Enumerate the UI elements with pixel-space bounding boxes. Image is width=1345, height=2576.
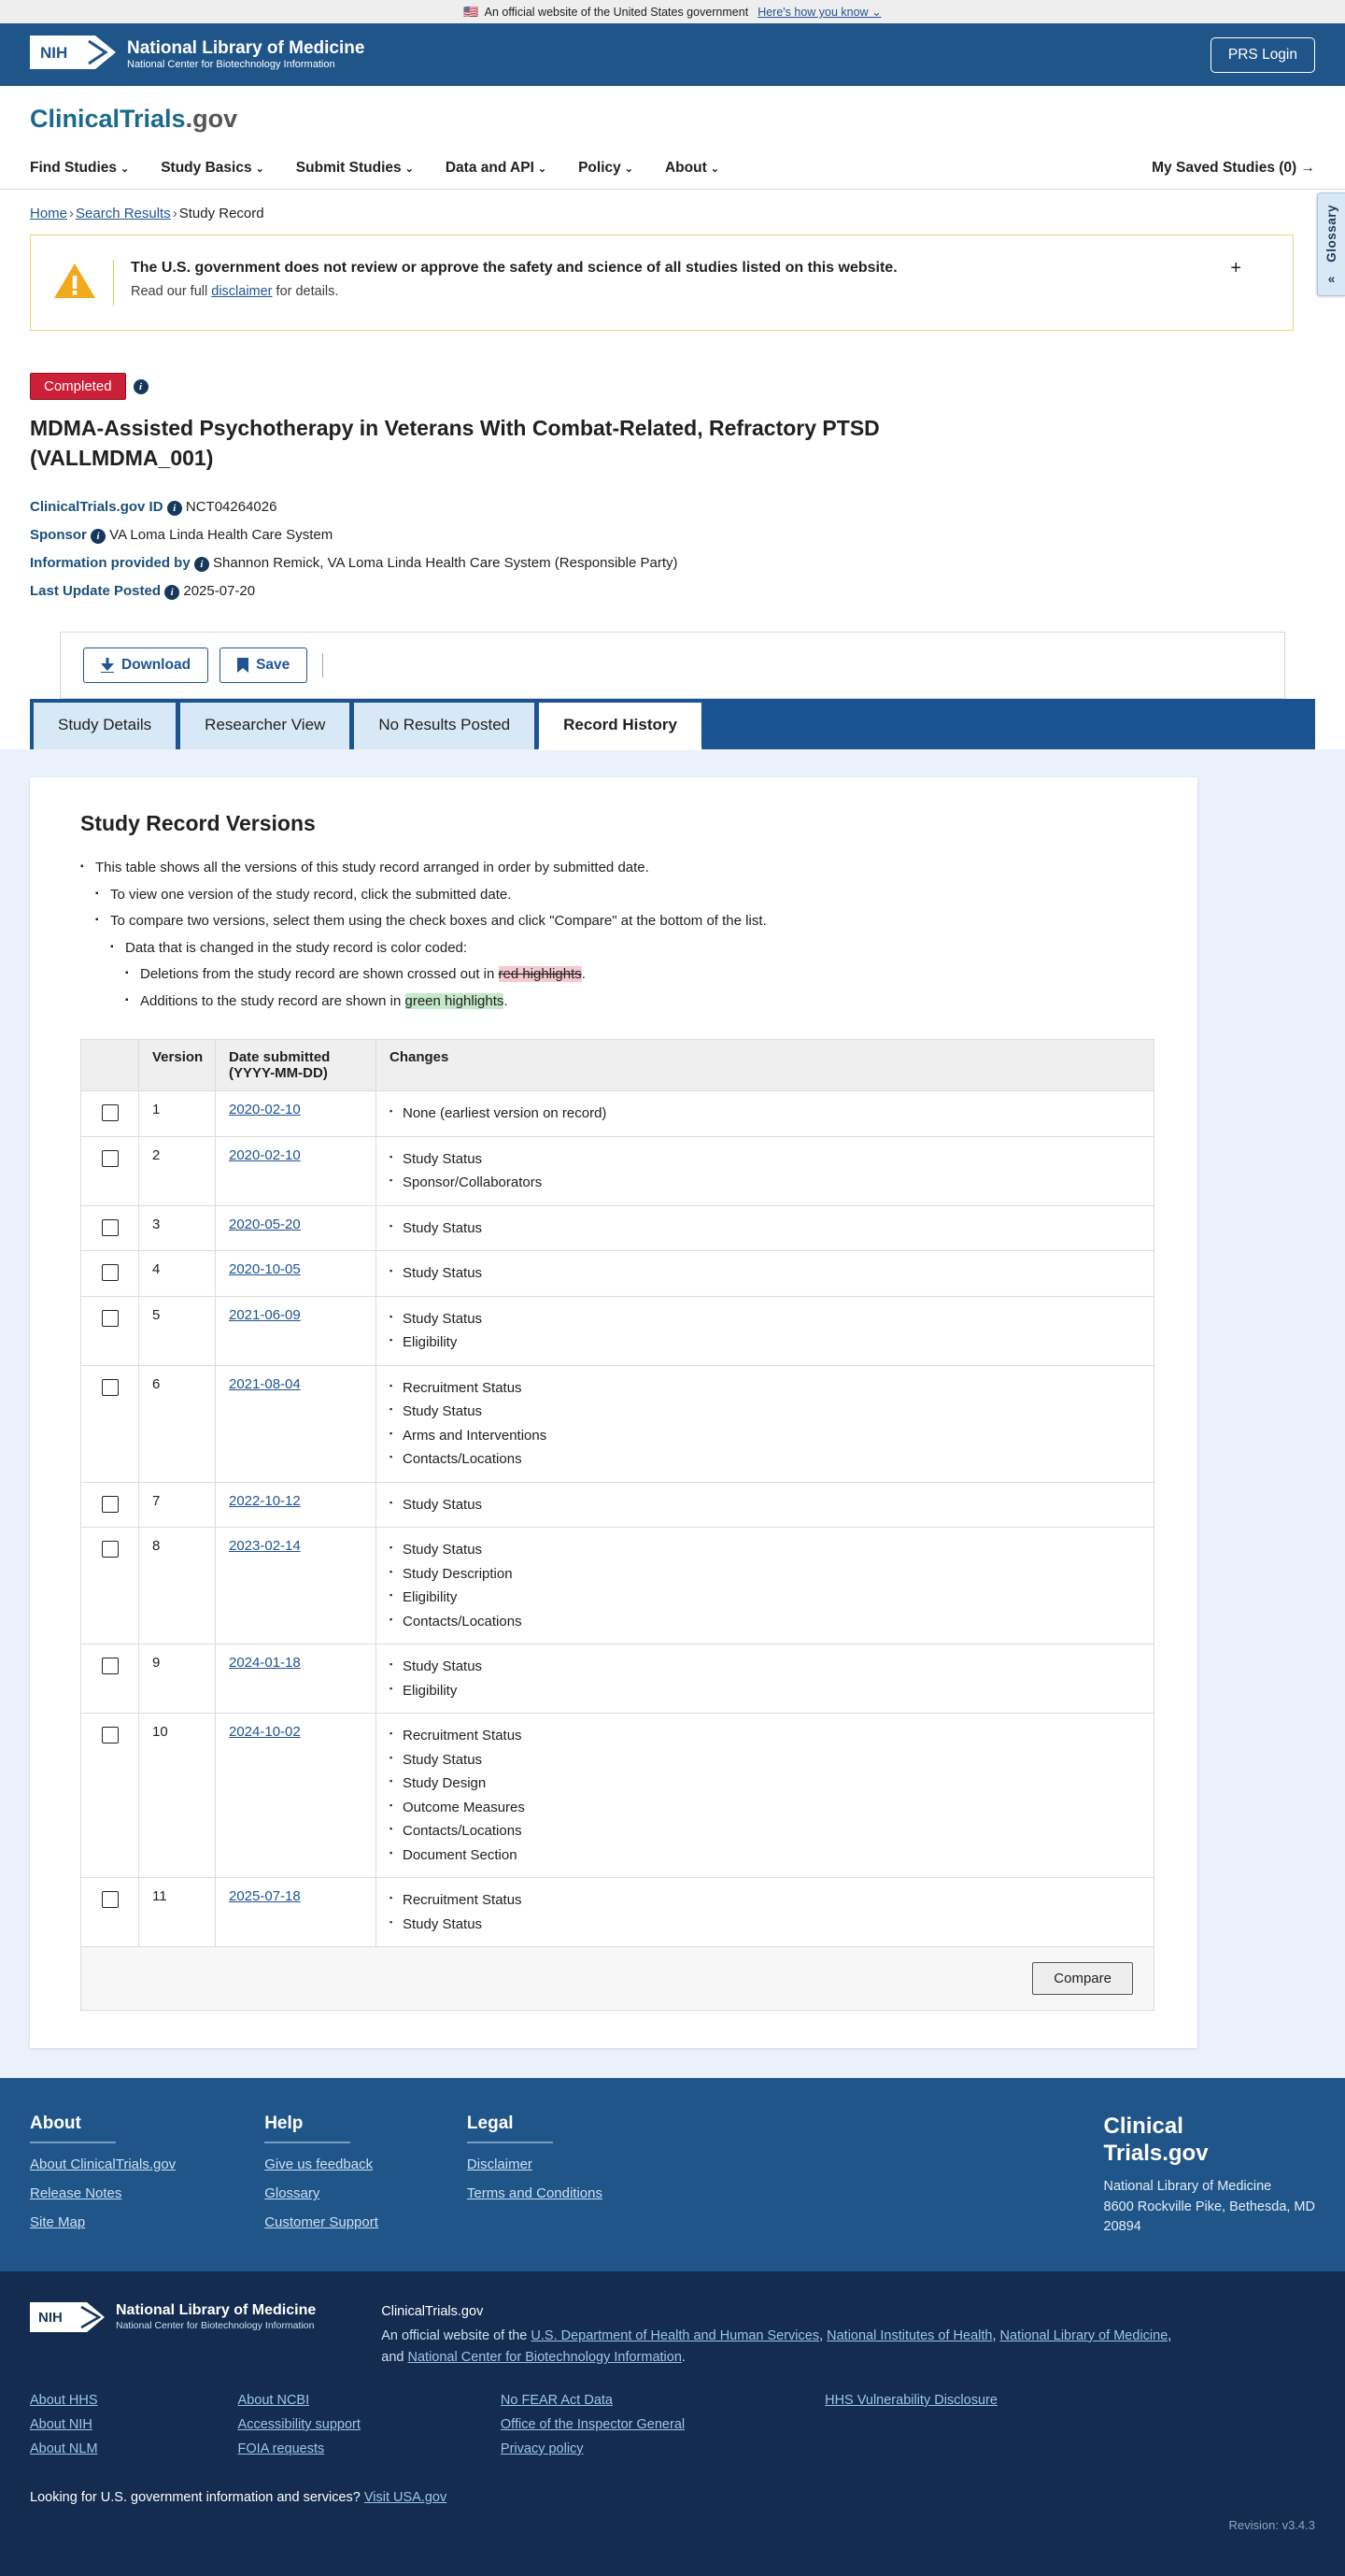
svg-text:NIH: NIH bbox=[38, 2310, 63, 2326]
svg-text:NIH: NIH bbox=[40, 44, 67, 62]
